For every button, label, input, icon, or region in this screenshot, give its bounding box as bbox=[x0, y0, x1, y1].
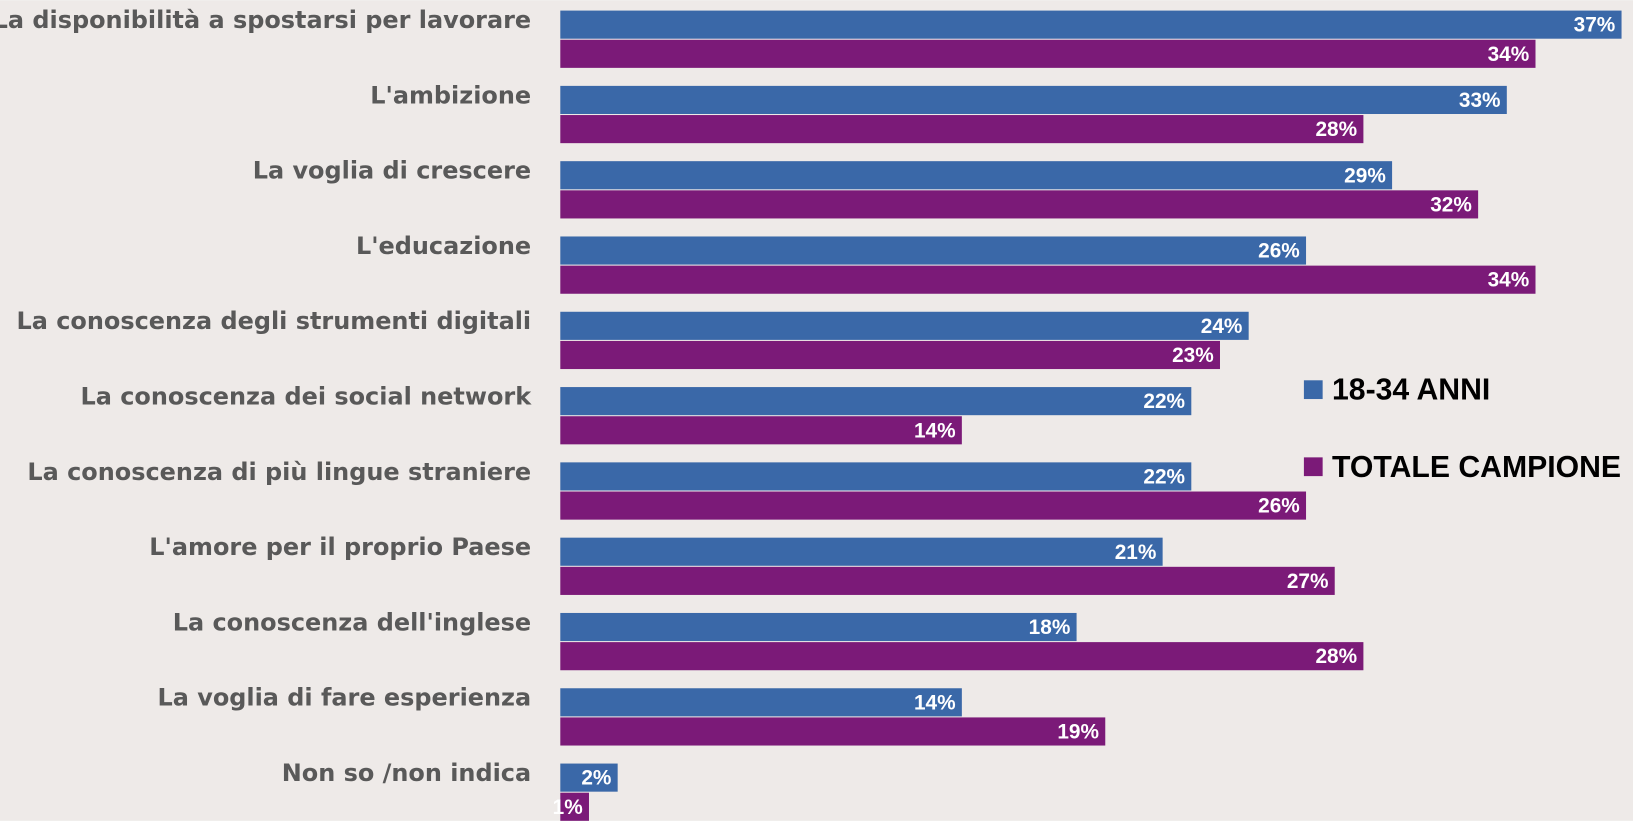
value-label: 21% bbox=[1115, 541, 1157, 564]
bar bbox=[560, 642, 1364, 671]
value-label: 14% bbox=[914, 419, 956, 442]
category-label: La voglia di crescere bbox=[253, 157, 531, 185]
category-label: L'amore per il proprio Paese bbox=[149, 533, 531, 561]
bar bbox=[560, 236, 1307, 265]
legend-swatch bbox=[1303, 380, 1323, 400]
bar bbox=[560, 340, 1220, 370]
value-label: 26% bbox=[1258, 240, 1300, 263]
category-label: L'educazione bbox=[356, 232, 531, 260]
bar bbox=[560, 688, 962, 717]
bar bbox=[560, 115, 1364, 144]
category-label: La conoscenza dei social network bbox=[80, 382, 532, 410]
legend-swatch bbox=[1303, 457, 1323, 477]
value-label: 1% bbox=[553, 796, 583, 819]
bar bbox=[560, 85, 1507, 114]
value-label: 26% bbox=[1258, 495, 1300, 518]
value-label: 22% bbox=[1143, 390, 1185, 413]
legend-label: 18-34 ANNI bbox=[1332, 374, 1490, 407]
category-label: La conoscenza di più lingue straniere bbox=[27, 458, 531, 486]
value-label: 19% bbox=[1057, 721, 1099, 744]
bar bbox=[560, 792, 589, 821]
bar bbox=[560, 537, 1163, 566]
value-label: 18% bbox=[1029, 616, 1071, 639]
bar bbox=[560, 265, 1536, 294]
bar bbox=[560, 566, 1335, 595]
value-label: 34% bbox=[1488, 43, 1530, 66]
bar bbox=[560, 387, 1192, 416]
category-label: La disponibilità a spostarsi per lavorar… bbox=[0, 6, 531, 34]
value-label: 14% bbox=[914, 691, 956, 714]
category-label: La conoscenza degli strumenti digitali bbox=[16, 307, 531, 335]
legend-label: TOTALE CAMPIONE bbox=[1332, 451, 1621, 484]
bar bbox=[560, 416, 962, 445]
value-label: 27% bbox=[1287, 570, 1329, 593]
value-label: 34% bbox=[1488, 269, 1530, 292]
value-label: 2% bbox=[581, 767, 611, 790]
bar bbox=[560, 311, 1249, 340]
category-label: Non so /non indica bbox=[282, 759, 531, 787]
category-label: L'ambizione bbox=[370, 81, 531, 109]
bar bbox=[560, 612, 1077, 642]
value-label: 29% bbox=[1344, 164, 1386, 187]
value-label: 37% bbox=[1574, 14, 1616, 37]
value-label: 28% bbox=[1315, 118, 1357, 141]
category-label: La conoscenza dell'inglese bbox=[173, 608, 531, 636]
bar bbox=[560, 190, 1479, 219]
bar bbox=[560, 717, 1106, 746]
value-label: 32% bbox=[1430, 193, 1472, 216]
bar bbox=[560, 491, 1307, 520]
bar bbox=[560, 462, 1192, 491]
bar bbox=[560, 10, 1622, 39]
value-label: 28% bbox=[1315, 645, 1357, 668]
bar bbox=[560, 39, 1536, 68]
bar bbox=[560, 161, 1393, 190]
value-label: 22% bbox=[1143, 465, 1185, 488]
bar bbox=[560, 763, 618, 792]
value-label: 23% bbox=[1172, 344, 1214, 367]
value-label: 24% bbox=[1201, 315, 1243, 338]
value-label: 33% bbox=[1459, 89, 1501, 112]
category-label: La voglia di fare esperienza bbox=[157, 684, 531, 712]
